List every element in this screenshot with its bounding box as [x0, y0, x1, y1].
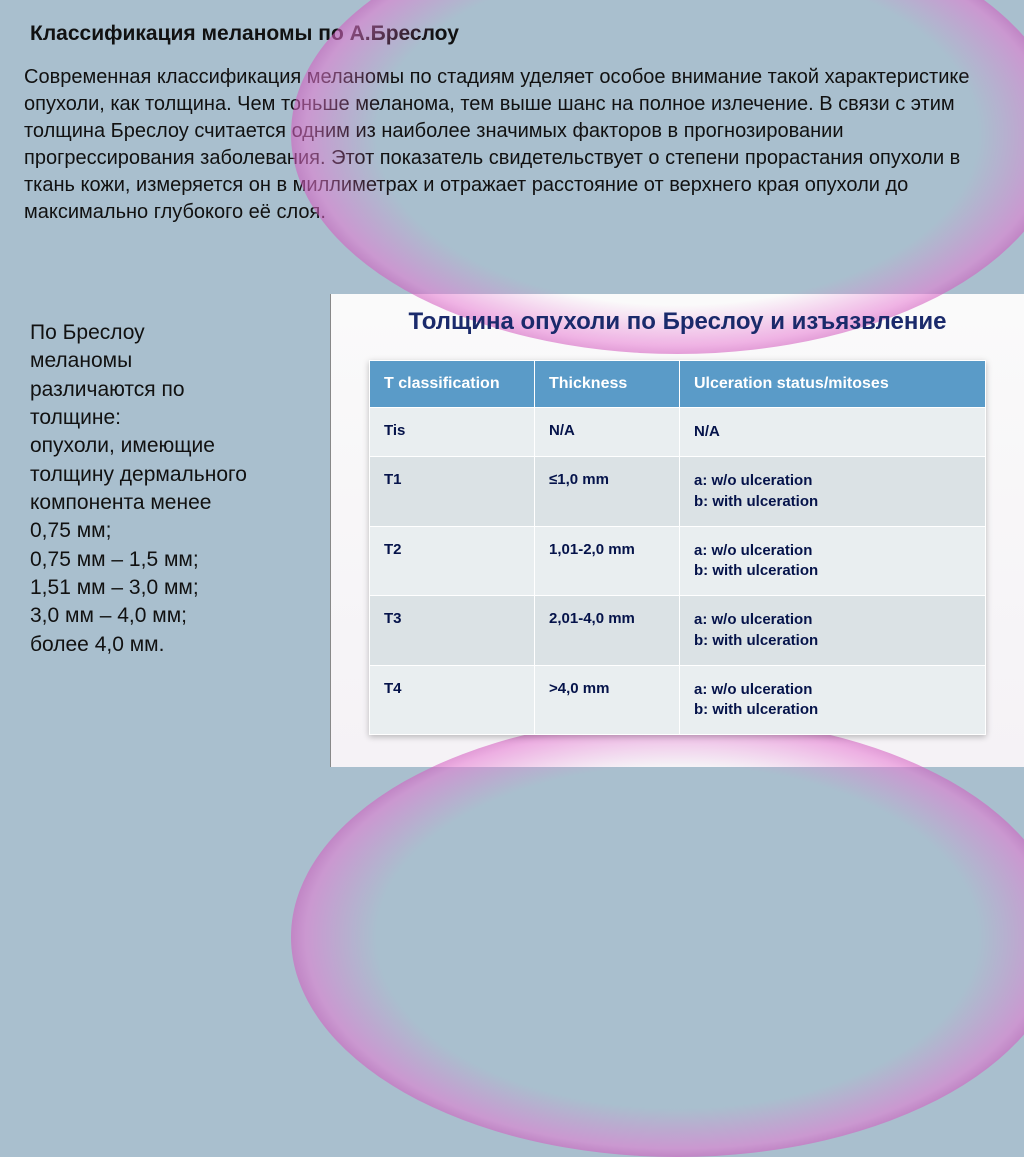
decorative-swoosh-bottom [291, 717, 1024, 1157]
left-line: более 4,0 мм. [30, 631, 320, 659]
table-row: T1≤1,0 mma: w/o ulcerationb: with ulcera… [370, 456, 985, 526]
left-line: толщину дермального [30, 461, 320, 489]
cell-thickness: >4,0 mm [535, 665, 680, 735]
left-list: По Бреслоумеланомыразличаются потолщине:… [0, 294, 330, 767]
left-line: 0,75 мм – 1,5 мм; [30, 546, 320, 574]
cell-ulceration: N/A [680, 407, 985, 456]
cell-thickness: ≤1,0 mm [535, 456, 680, 526]
col-header-ulceration: Ulceration status/mitoses [680, 361, 985, 407]
cell-ulceration: a: w/o ulcerationb: with ulceration [680, 456, 985, 526]
cell-thickness: 2,01-4,0 mm [535, 595, 680, 665]
cell-ulceration: a: w/o ulcerationb: with ulceration [680, 665, 985, 735]
page-title: Классификация меланомы по А.Бреслоу [0, 0, 1024, 46]
table-row: T4>4,0 mma: w/o ulcerationb: with ulcera… [370, 665, 985, 735]
left-line: 0,75 мм; [30, 517, 320, 545]
cell-tclass: T4 [370, 665, 535, 735]
table-row: T32,01-4,0 mma: w/o ulcerationb: with ul… [370, 595, 985, 665]
panel-title: Толщина опухоли по Бреслоу и изъязвление [331, 294, 1024, 350]
left-line: компонента менее [30, 489, 320, 517]
table-body: TisN/AN/AT1≤1,0 mma: w/o ulcerationb: wi… [370, 407, 985, 734]
left-line: толщине: [30, 404, 320, 432]
table-header-row: T classification Thickness Ulceration st… [370, 361, 985, 407]
breslow-table: T classification Thickness Ulceration st… [369, 360, 986, 735]
cell-thickness: 1,01-2,0 mm [535, 526, 680, 596]
cell-thickness: N/A [535, 407, 680, 456]
cell-tclass: T1 [370, 456, 535, 526]
left-line: По Бреслоу [30, 319, 320, 347]
cell-ulceration: a: w/o ulcerationb: with ulceration [680, 526, 985, 596]
col-header-tclass: T classification [370, 361, 535, 407]
breslow-panel: Толщина опухоли по Бреслоу и изъязвление… [330, 294, 1024, 767]
cell-ulceration: a: w/o ulcerationb: with ulceration [680, 595, 985, 665]
left-line: меланомы [30, 347, 320, 375]
table-row: TisN/AN/A [370, 407, 985, 456]
lower-section: По Бреслоумеланомыразличаются потолщине:… [0, 294, 1024, 767]
left-line: 3,0 мм – 4,0 мм; [30, 602, 320, 630]
cell-tclass: T2 [370, 526, 535, 596]
cell-tclass: T3 [370, 595, 535, 665]
left-line: 1,51 мм – 3,0 мм; [30, 574, 320, 602]
cell-tclass: Tis [370, 407, 535, 456]
table-row: T21,01-2,0 mma: w/o ulcerationb: with ul… [370, 526, 985, 596]
intro-paragraph: Современная классификация меланомы по ст… [0, 46, 1024, 226]
left-line: опухоли, имеющие [30, 432, 320, 460]
col-header-thickness: Thickness [535, 361, 680, 407]
left-line: различаются по [30, 376, 320, 404]
